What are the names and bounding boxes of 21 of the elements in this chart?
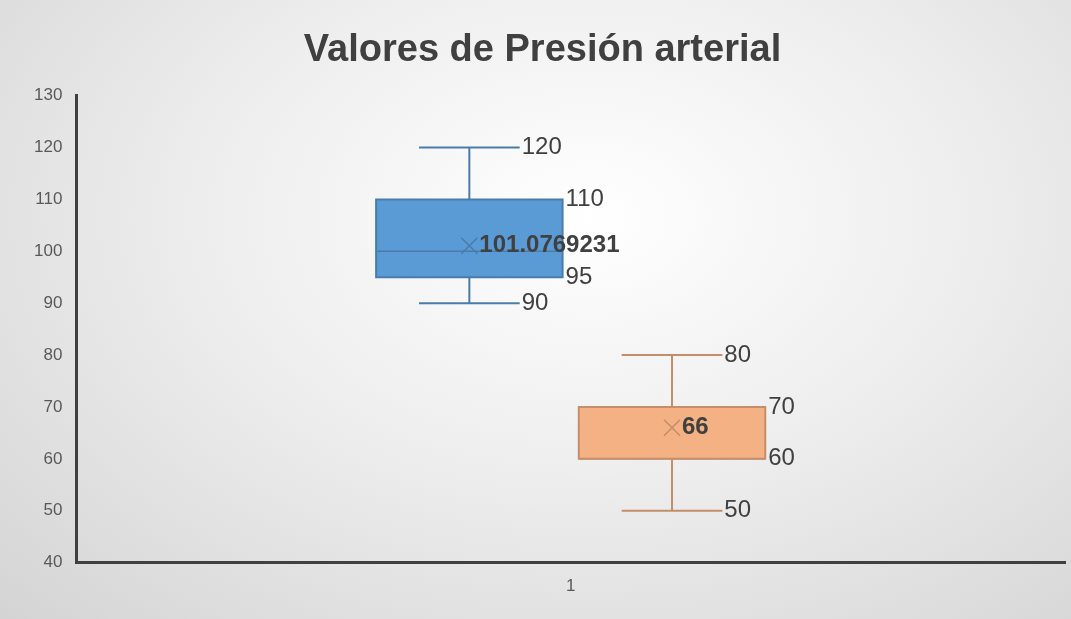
y-tick-label: 60 (43, 448, 63, 468)
x-tick-label: 1 (565, 576, 576, 596)
y-tick-label: 100 (33, 240, 63, 260)
annotation: 90 (521, 287, 549, 315)
y-tick-label: 90 (43, 292, 63, 312)
chart-title: Valores de Presión arterial (303, 27, 782, 70)
y-tick-label: 130 (33, 85, 63, 105)
y-tick-label: 80 (43, 344, 63, 364)
annotation: 50 (724, 495, 752, 523)
y-tick-label: 120 (33, 137, 63, 157)
annotation: 120 (521, 132, 562, 160)
y-tick-label: 50 (43, 500, 63, 520)
annotation: 70 (768, 391, 795, 419)
y-tick-label: 40 (43, 552, 63, 572)
annotation: 110 (565, 184, 604, 211)
y-tick-label: 110 (35, 189, 63, 209)
annotation: 60 (768, 443, 795, 471)
y-tick-label: 70 (43, 396, 63, 416)
annotation: 80 (724, 339, 752, 367)
annotation: 66 (682, 412, 709, 440)
annotation: 95 (565, 261, 593, 289)
